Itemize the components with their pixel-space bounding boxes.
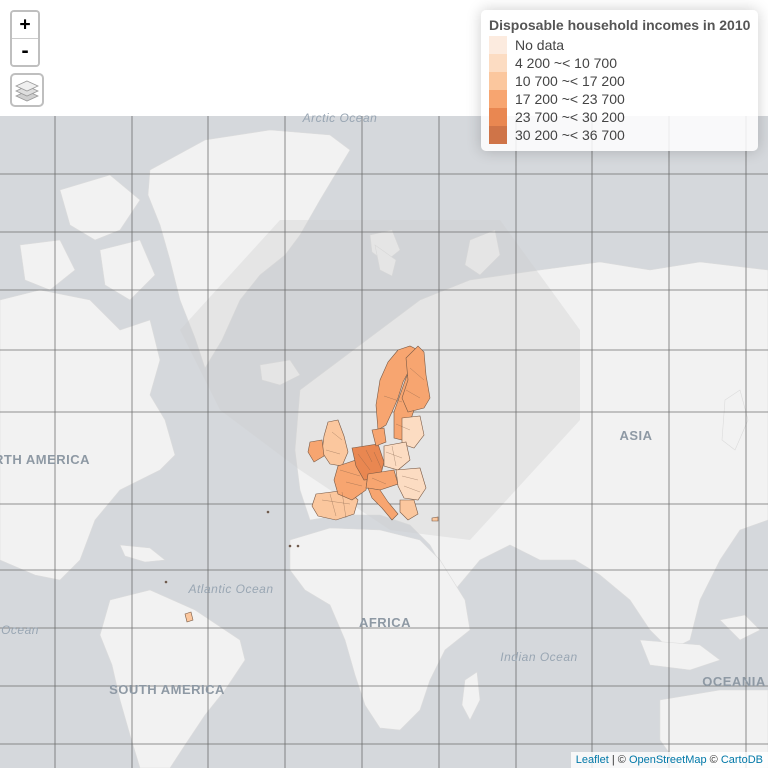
legend-swatch bbox=[489, 36, 507, 54]
label-arctic-ocean: Arctic Ocean bbox=[302, 111, 378, 125]
region-italy bbox=[367, 487, 399, 521]
leaflet-link[interactable]: Leaflet bbox=[575, 754, 609, 766]
legend-item: 17 200 ~< 23 700 bbox=[489, 90, 750, 108]
legend-swatch bbox=[489, 72, 507, 90]
legend-swatch bbox=[489, 108, 507, 126]
label-ocean-left: Ocean bbox=[1, 623, 39, 637]
region-french-guiana bbox=[184, 611, 194, 623]
label-oceania: OCEANIA bbox=[702, 674, 766, 689]
graticule bbox=[0, 116, 768, 768]
label-south-america: SOUTH AMERICA bbox=[109, 682, 225, 697]
cartodb-link[interactable]: CartoDB bbox=[720, 754, 763, 766]
region-baltics bbox=[401, 415, 425, 449]
attribution: Leaflet | © OpenStreetMap © CartoDB bbox=[570, 752, 768, 768]
legend-label: No data bbox=[515, 37, 565, 53]
legend-label: 23 700 ~< 30 200 bbox=[515, 109, 625, 125]
label-north-america: RTH AMERICA bbox=[0, 452, 90, 467]
legend-item: 23 700 ~< 30 200 bbox=[489, 108, 750, 126]
legend-item: 10 700 ~< 17 200 bbox=[489, 72, 750, 90]
label-asia: ASIA bbox=[619, 428, 652, 443]
greenland bbox=[147, 129, 351, 369]
legend-title: Disposable household incomes in 2010 bbox=[489, 17, 751, 33]
legend-item: 30 200 ~< 36 700 bbox=[489, 126, 750, 144]
zoom-out-button[interactable]: - bbox=[12, 38, 38, 65]
south-america bbox=[99, 589, 246, 768]
canada-arctic-islands bbox=[59, 174, 141, 241]
legend-swatch bbox=[489, 90, 507, 108]
legend-item: No data bbox=[489, 36, 750, 54]
layers-icon bbox=[15, 80, 39, 102]
region-denmark bbox=[371, 427, 387, 447]
region-balkans bbox=[395, 467, 427, 501]
legend-item: 4 200 ~< 10 700 bbox=[489, 54, 750, 72]
legend-swatch bbox=[489, 54, 507, 72]
legend-swatch bbox=[489, 126, 507, 144]
layers-button[interactable] bbox=[10, 73, 44, 107]
attribution-separator: | © bbox=[608, 754, 629, 766]
legend-label: 17 200 ~< 23 700 bbox=[515, 91, 625, 107]
label-indian-ocean: Indian Ocean bbox=[500, 650, 577, 664]
legend: Disposable household incomes in 2010 No … bbox=[481, 10, 758, 151]
label-africa: AFRICA bbox=[359, 615, 411, 630]
region-borders bbox=[321, 367, 425, 519]
zoom-in-button[interactable]: + bbox=[12, 12, 38, 38]
openstreetmap-link[interactable]: OpenStreetMap bbox=[628, 754, 707, 766]
legend-label: 10 700 ~< 17 200 bbox=[515, 73, 625, 89]
label-atlantic-ocean: Atlantic Ocean bbox=[187, 582, 273, 596]
choropleth-regions[interactable] bbox=[164, 345, 439, 623]
legend-label: 4 200 ~< 10 700 bbox=[515, 55, 617, 71]
africa bbox=[289, 527, 471, 731]
region-central bbox=[365, 469, 399, 491]
region-greece bbox=[399, 499, 419, 521]
region-ireland bbox=[307, 439, 325, 463]
legend-label: 30 200 ~< 36 700 bbox=[515, 127, 625, 143]
australia bbox=[659, 689, 768, 768]
zoom-control: + - bbox=[10, 10, 40, 67]
region-cyprus bbox=[431, 516, 439, 522]
attribution-separator: © bbox=[706, 754, 721, 766]
north-america bbox=[0, 289, 176, 581]
region-finland bbox=[401, 345, 431, 413]
